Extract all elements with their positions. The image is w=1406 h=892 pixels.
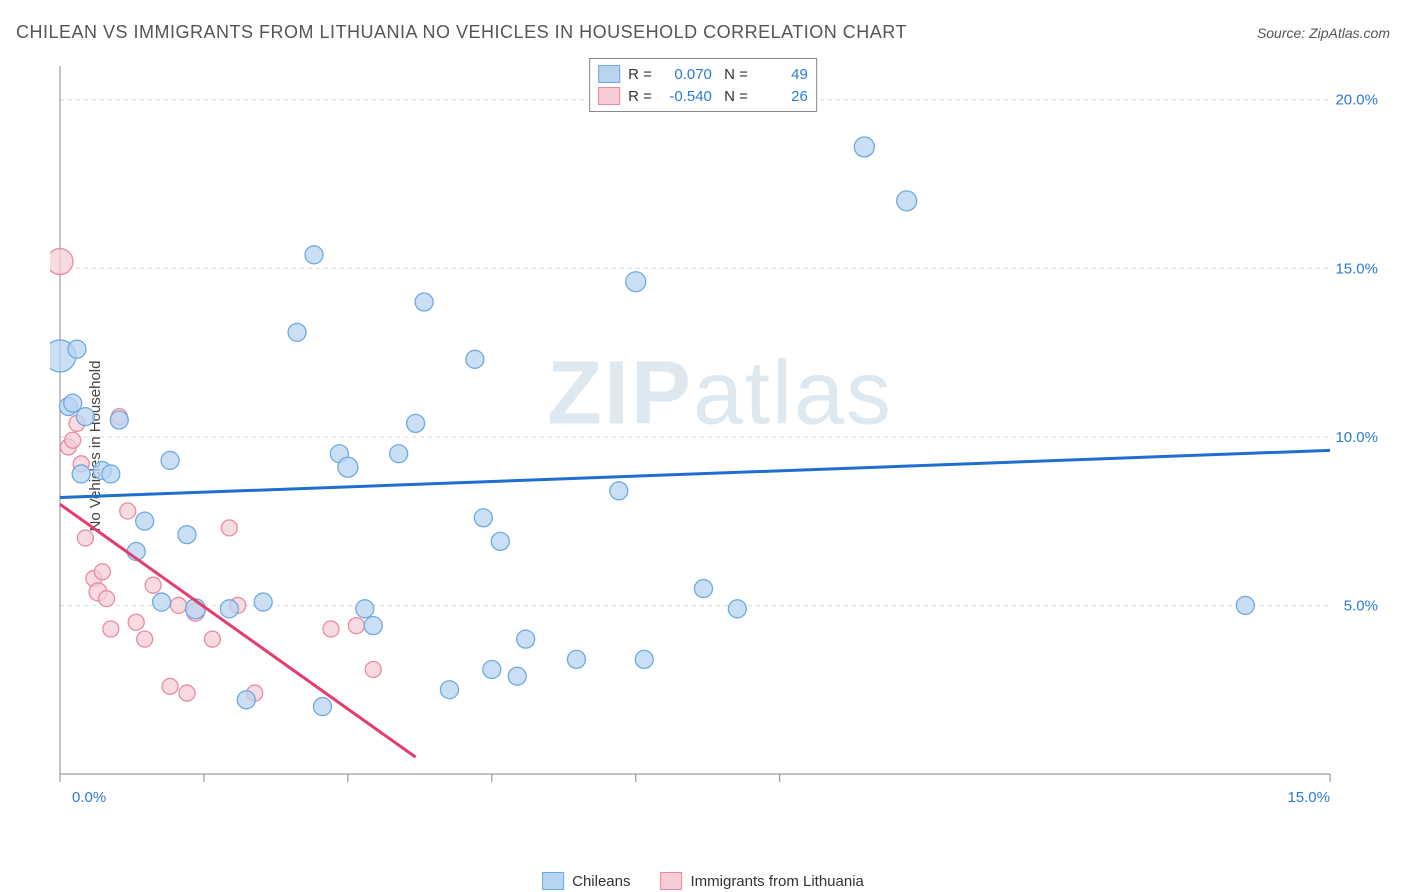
n-value-0: 49 (756, 66, 808, 83)
r-value-1: -0.540 (660, 88, 712, 105)
stats-row-series-0: R = 0.070 N = 49 (598, 63, 808, 85)
svg-text:0.0%: 0.0% (72, 789, 106, 806)
n-label: N = (720, 66, 748, 83)
svg-text:10.0%: 10.0% (1335, 429, 1378, 446)
scatter-plot-svg: 5.0% 10.0% 15.0% 20.0% 0.0% 15.0% (50, 56, 1390, 824)
swatch-series-0 (598, 65, 620, 83)
legend-label-0: Chileans (572, 873, 630, 890)
legend-label-1: Immigrants from Lithuania (690, 873, 863, 890)
chart-header: CHILEAN VS IMMIGRANTS FROM LITHUANIA NO … (16, 22, 1390, 43)
r-label: R = (628, 66, 652, 83)
n-value-1: 26 (756, 88, 808, 105)
stats-legend-box: R = 0.070 N = 49 R = -0.540 N = 26 (589, 58, 817, 112)
svg-text:20.0%: 20.0% (1335, 92, 1378, 109)
svg-text:15.0%: 15.0% (1287, 789, 1330, 806)
chart-title: CHILEAN VS IMMIGRANTS FROM LITHUANIA NO … (16, 22, 907, 43)
svg-text:5.0%: 5.0% (1344, 597, 1378, 614)
legend-swatch-0 (542, 872, 564, 890)
stats-row-series-1: R = -0.540 N = 26 (598, 85, 808, 107)
r-label: R = (628, 88, 652, 105)
r-value-0: 0.070 (660, 66, 712, 83)
legend-item-1: Immigrants from Lithuania (660, 872, 863, 890)
source-attribution: Source: ZipAtlas.com (1257, 25, 1390, 41)
n-label: N = (720, 88, 748, 105)
series-legend: Chileans Immigrants from Lithuania (542, 872, 864, 890)
swatch-series-1 (598, 87, 620, 105)
svg-text:15.0%: 15.0% (1335, 260, 1378, 277)
legend-item-0: Chileans (542, 872, 630, 890)
chart-plot-area: 5.0%10.0%15.0%20.0%0.0%15.0% ZIPatlas (50, 56, 1390, 824)
legend-swatch-1 (660, 872, 682, 890)
